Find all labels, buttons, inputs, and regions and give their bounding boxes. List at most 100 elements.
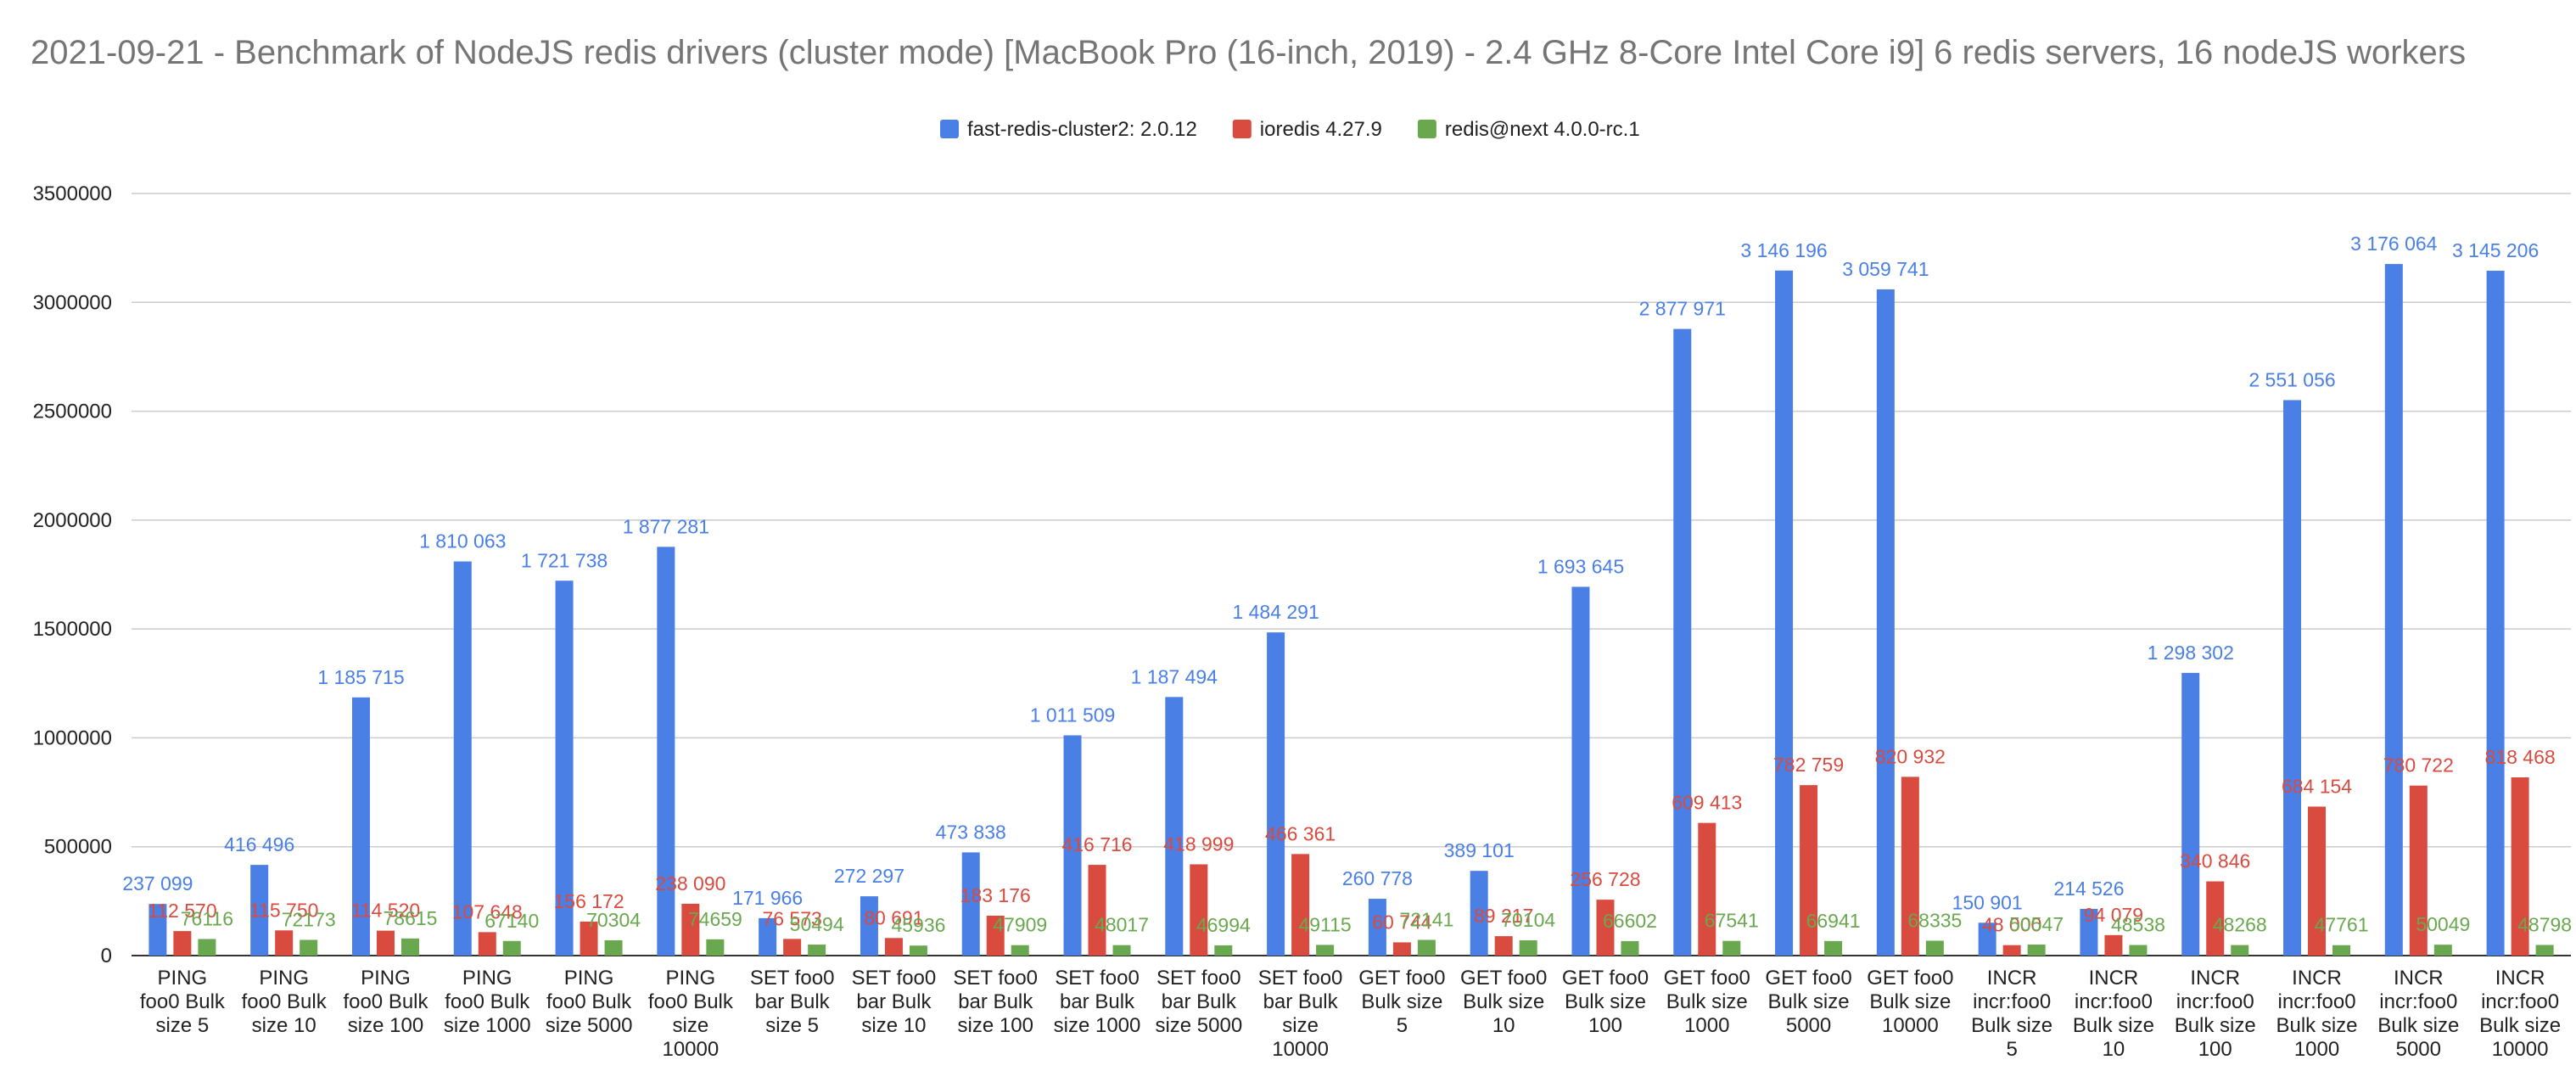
x-category-label: GET foo0 Bulk size 10000 xyxy=(1867,967,1953,1037)
bar-redis-next xyxy=(1824,940,1843,956)
data-label: 272 297 xyxy=(834,865,904,887)
x-category-label: PING foo0 Bulk size 1000 xyxy=(444,967,531,1037)
data-label: 94 079 xyxy=(2084,904,2143,926)
bar-ioredis xyxy=(1596,900,1615,956)
x-category-label: PING foo0 Bulk size 5 xyxy=(140,967,226,1037)
bar-fast-redis-cluster2 xyxy=(759,917,777,956)
x-category-label: PING foo0 Bulk size 10000 xyxy=(648,967,734,1061)
data-label: 1 187 494 xyxy=(1131,665,1218,687)
data-label: 68335 xyxy=(1907,909,1962,931)
bar-redis-next xyxy=(706,939,725,956)
data-label: 3 145 206 xyxy=(2452,239,2539,261)
data-label: 45936 xyxy=(891,914,945,936)
data-label: 50049 xyxy=(2416,913,2470,935)
data-label: 48538 xyxy=(2111,914,2165,936)
x-category-label: GET foo0 Bulk size 5000 xyxy=(1765,967,1851,1037)
data-label: 70304 xyxy=(586,909,641,931)
bar-ioredis xyxy=(1800,785,1818,956)
data-label: 1 721 738 xyxy=(521,549,608,571)
data-label: 1 011 509 xyxy=(1030,704,1116,726)
bar-ioredis xyxy=(2206,881,2225,956)
data-label: 66602 xyxy=(1603,910,1657,932)
bar-redis-next xyxy=(1112,945,1131,956)
data-label: 74659 xyxy=(688,908,742,930)
bar-fast-redis-cluster2 xyxy=(657,547,675,956)
x-category-label: INCR incr:foo0 Bulk size 5000 xyxy=(2377,967,2459,1061)
y-tick-label: 0 xyxy=(101,945,112,967)
data-label: 1 877 281 xyxy=(623,515,709,537)
x-category-label: SET foo0 bar Bulk size 5 xyxy=(750,967,835,1037)
x-category-label: GET foo0 Bulk size 1000 xyxy=(1664,967,1750,1037)
bar-fast-redis-cluster2 xyxy=(250,865,269,956)
data-label: 47761 xyxy=(2315,914,2369,936)
y-tick-label: 3500000 xyxy=(33,182,112,205)
bar-fast-redis-cluster2 xyxy=(860,896,878,956)
data-label: 1 185 715 xyxy=(317,666,404,688)
x-category-label: INCR incr:foo0 Bulk size 10000 xyxy=(2479,967,2561,1061)
data-label: 48268 xyxy=(2213,914,2267,936)
data-label: 473 838 xyxy=(936,821,1006,843)
bar-redis-next xyxy=(2027,945,2046,956)
y-tick-label: 2000000 xyxy=(33,509,112,532)
legend-item[interactable]: ioredis 4.27.9 xyxy=(1232,118,1382,141)
bar-ioredis xyxy=(173,931,192,956)
data-label: 76116 xyxy=(181,907,233,929)
data-label: 156 172 xyxy=(553,890,624,912)
bar-ioredis xyxy=(1291,854,1310,956)
data-label: 818 468 xyxy=(2485,746,2556,768)
legend-item[interactable]: fast-redis-cluster2: 2.0.12 xyxy=(940,118,1197,141)
y-tick-label: 500000 xyxy=(44,836,112,859)
data-label: 112 570 xyxy=(148,900,216,922)
bar-ioredis xyxy=(1088,865,1106,956)
x-category-label: SET foo0 bar Bulk size 10 xyxy=(852,967,937,1037)
data-label: 66941 xyxy=(1806,910,1861,932)
bar-ioredis xyxy=(2308,806,2327,956)
y-tick-label: 1000000 xyxy=(33,726,112,749)
data-label: 67140 xyxy=(484,910,539,932)
legend-label: fast-redis-cluster2: 2.0.12 xyxy=(967,118,1197,141)
data-label: 47909 xyxy=(993,914,1047,936)
bar-fast-redis-cluster2 xyxy=(961,852,980,956)
data-label: 2 551 056 xyxy=(2248,368,2335,390)
x-category-label: PING foo0 Bulk size 5000 xyxy=(546,967,633,1037)
data-label: 76 573 xyxy=(762,907,821,929)
x-category-label: SET foo0 bar Bulk size 10000 xyxy=(1258,967,1343,1061)
bar-redis-next xyxy=(502,940,521,956)
bar-ioredis xyxy=(1392,942,1411,956)
bar-fast-redis-cluster2 xyxy=(1876,289,1895,956)
bar-fast-redis-cluster2 xyxy=(351,697,370,956)
bar-fast-redis-cluster2 xyxy=(1368,899,1386,956)
legend-swatch xyxy=(1417,120,1436,138)
bar-ioredis xyxy=(2511,777,2529,956)
x-category-label: GET foo0 Bulk size 5 xyxy=(1358,967,1445,1037)
x-category-label: PING foo0 Bulk size 100 xyxy=(343,967,428,1037)
data-label: 80 691 xyxy=(864,906,923,928)
data-label: 782 759 xyxy=(1773,754,1844,776)
bar-ioredis xyxy=(376,930,395,956)
data-label: 820 932 xyxy=(1875,745,1946,767)
data-label: 1 484 291 xyxy=(1232,601,1319,623)
data-label: 3 146 196 xyxy=(1740,239,1827,261)
data-label: 78615 xyxy=(383,907,437,929)
bar-redis-next xyxy=(1214,945,1233,956)
bar-ioredis xyxy=(1901,777,1919,956)
data-label: 60 744 xyxy=(1372,911,1432,933)
data-label: 114 520 xyxy=(351,900,420,922)
x-category-label: INCR incr:foo0 Bulk size 1000 xyxy=(2276,967,2357,1061)
bar-fast-redis-cluster2 xyxy=(2486,271,2505,956)
data-label: 3 176 064 xyxy=(2350,233,2438,255)
legend-item[interactable]: redis@next 4.0.0-rc.1 xyxy=(1417,118,1640,141)
x-category-label: SET foo0 bar Bulk size 5000 xyxy=(1155,967,1242,1037)
legend-label: ioredis 4.27.9 xyxy=(1260,118,1382,141)
bar-redis-next xyxy=(300,939,318,956)
data-label: 89 217 xyxy=(1474,905,1533,927)
bar-ioredis xyxy=(884,938,903,956)
data-label: 50547 xyxy=(2009,913,2064,935)
x-category-label: GET foo0 Bulk size 10 xyxy=(1460,967,1547,1037)
data-label: 684 154 xyxy=(2282,775,2352,797)
bar-ioredis xyxy=(580,921,598,956)
bar-fast-redis-cluster2 xyxy=(2283,400,2302,956)
data-label: 50494 xyxy=(790,913,844,935)
